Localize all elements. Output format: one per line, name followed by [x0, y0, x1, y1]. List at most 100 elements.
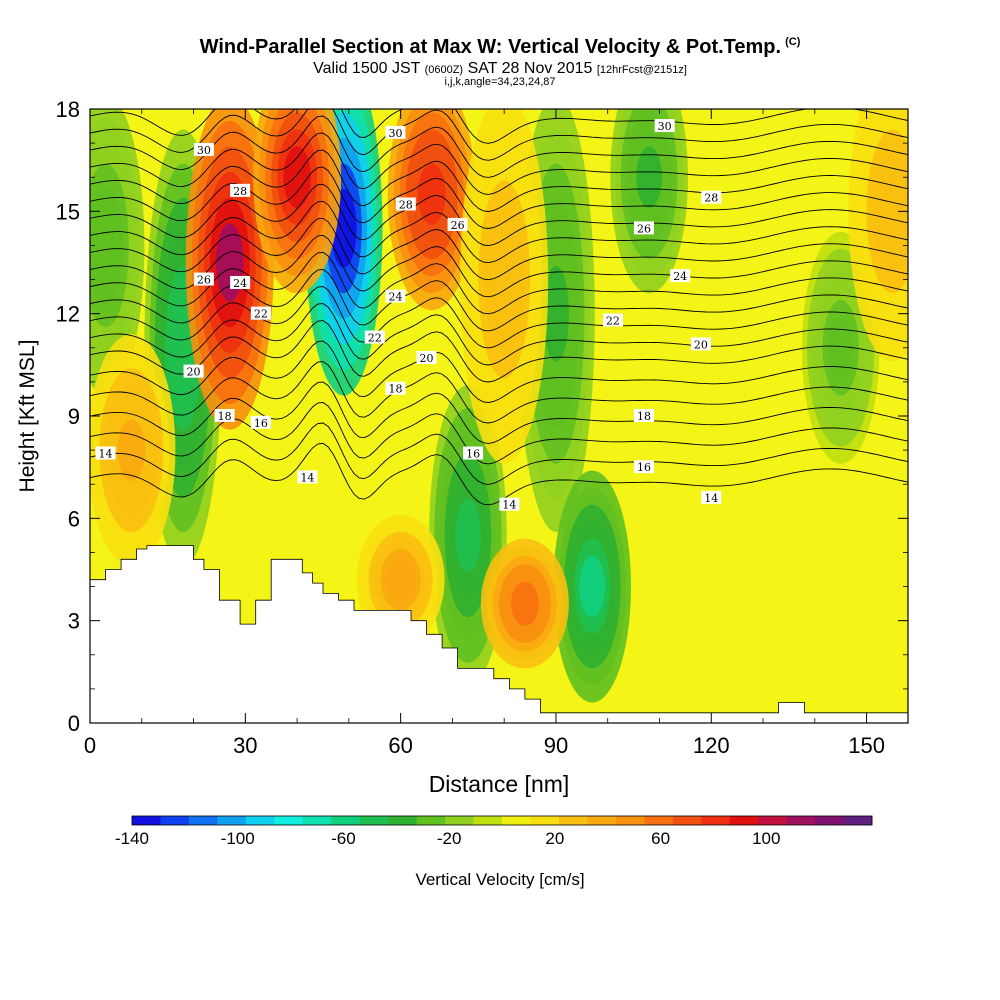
colorbar-swatch — [274, 816, 304, 825]
label-text: 16 — [466, 448, 480, 461]
isentrope-label: 24 — [670, 269, 691, 283]
colorbar-swatch — [815, 816, 844, 825]
updraft-band — [460, 109, 549, 464]
isentrope-label: 30 — [193, 142, 214, 157]
colorbar-swatch — [644, 816, 674, 825]
terrain-mask — [89, 545, 909, 724]
isentrope-label: 14 — [95, 446, 116, 461]
velocity-contour — [454, 499, 481, 572]
label-text: 20 — [187, 366, 201, 379]
isentrope-label: 26 — [193, 272, 214, 287]
chart-title: Wind-Parallel Section at Max W: Vertical… — [199, 36, 801, 58]
label-text: 16 — [254, 417, 268, 430]
label-text: 28 — [704, 192, 718, 205]
colorbar-swatch — [302, 816, 332, 825]
isentrope-label: 28 — [701, 190, 722, 205]
colorbar-swatch — [217, 816, 247, 825]
label-box — [416, 351, 437, 365]
label-box — [95, 446, 116, 460]
colorbar-swatch — [672, 816, 702, 825]
label-box — [633, 409, 654, 422]
label-text: 30 — [197, 144, 211, 157]
isentrope-label: 14 — [701, 490, 722, 505]
label-text: 22 — [254, 308, 268, 321]
isentrope-label: 30 — [385, 125, 406, 140]
isentrope-label: 26 — [633, 221, 654, 235]
isentrope-label: 16 — [250, 415, 271, 430]
colorbar-swatch — [786, 816, 816, 825]
isentrope-19 — [90, 340, 908, 403]
velocity-contour — [92, 209, 119, 282]
colorbar-swatch — [701, 816, 731, 825]
isentrope-label: 20 — [416, 351, 437, 365]
isentrope-label: 22 — [364, 330, 385, 345]
isentrope-label: 18 — [214, 409, 235, 423]
colorbar-tick-label: -100 — [221, 829, 255, 848]
label-text: 30 — [658, 120, 672, 133]
velocity-contour — [511, 581, 539, 626]
colorbar-swatch — [729, 816, 759, 825]
label-box — [633, 460, 654, 474]
colorbar-swatch — [473, 816, 503, 825]
y-axis-label: Height [Kft MSL] — [16, 340, 39, 493]
label-box — [690, 337, 711, 351]
label-box — [214, 409, 235, 422]
isentrope-label: 24 — [385, 289, 406, 304]
velocity-contour — [490, 237, 518, 322]
isentrope-lines — [90, 109, 908, 506]
label-text: 26 — [197, 274, 211, 287]
colorbar-swatch — [132, 816, 161, 825]
label-text: 16 — [637, 461, 651, 474]
isentrope-24 — [90, 251, 908, 315]
updraft-band — [480, 538, 569, 669]
x-tick-label: 60 — [388, 733, 412, 758]
x-tick-label: 120 — [693, 733, 730, 758]
colorbar-tick-label: -20 — [437, 829, 462, 848]
isentrope-label: 24 — [230, 275, 251, 290]
isentrope-label: 18 — [385, 381, 406, 396]
colorbar: -140 -100 -60 -20 20 60 100 — [115, 815, 873, 848]
x-tick-label: 150 — [848, 733, 885, 758]
colorbar-swatch — [445, 816, 474, 825]
label-box — [499, 497, 520, 511]
y-tick-label: 9 — [68, 404, 80, 429]
colorbar-frame — [131, 815, 873, 826]
colorbar-swatch — [416, 816, 446, 825]
isentrope-34 — [90, 109, 908, 144]
downdraft-band — [801, 231, 880, 464]
colorbar-swatch — [615, 816, 645, 825]
isentrope-25 — [90, 234, 908, 298]
label-text: 30 — [388, 127, 402, 140]
isentrope-label: 20 — [690, 337, 711, 351]
colorbar-swatch — [245, 816, 275, 825]
colorbar-swatch — [359, 816, 389, 825]
isentrope-14 — [90, 442, 908, 506]
isentrope-label: 14 — [499, 497, 520, 512]
colorbar-swatch — [587, 816, 617, 825]
axes: 0 30 60 90 120 150 0 3 6 9 12 15 18 Distance [nm] Heig… — [16, 97, 908, 797]
isentrope-27 — [90, 200, 908, 264]
label-text: 26 — [637, 222, 651, 235]
isentrope-20 — [90, 320, 908, 383]
isentrope-labels: 14 14 14 14 16 16 16 18 18 18 20 20 20 22 22 22 24 24 24 26… — [95, 119, 722, 512]
label-box — [602, 313, 623, 327]
label-text: 22 — [606, 314, 620, 327]
isentrope-28 — [90, 183, 908, 247]
colorbar-swatch — [188, 816, 218, 825]
label-box — [463, 446, 484, 460]
label-box — [250, 415, 271, 429]
colorbar-tick-label: -60 — [331, 829, 356, 848]
label-box — [230, 275, 251, 289]
colorbar-swatch — [843, 816, 873, 825]
label-box — [395, 197, 416, 211]
label-text: 26 — [451, 219, 465, 232]
isentrope-label: 26 — [447, 217, 468, 232]
label-text: 20 — [420, 352, 434, 365]
label-text: 28 — [233, 185, 247, 198]
label-box — [701, 490, 722, 504]
label-text: 18 — [637, 410, 651, 423]
y-tick-label: 3 — [68, 609, 80, 634]
x-axis-label: Distance [nm] — [429, 771, 570, 797]
isentrope-label: 16 — [633, 460, 654, 474]
